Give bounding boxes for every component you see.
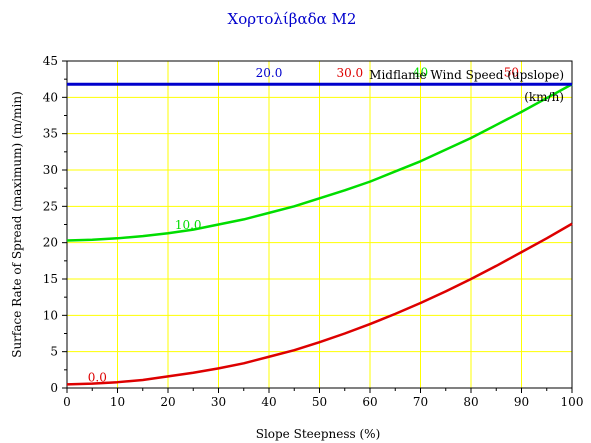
x-tick-label: 20 [160,395,175,409]
y-tick-label: 40 [43,90,58,104]
x-tick-label: 90 [514,395,529,409]
curve-labels: 0.0 10.0 20.0 30.0 40 50 [88,65,519,384]
x-tick-label: 100 [561,395,584,409]
curve-label-30-0: 30.0 [336,66,363,80]
y-tick-label: 20 [43,236,58,250]
grid-lines [67,61,572,388]
y-tick-label: 35 [43,127,58,141]
x-tick-label: 10 [110,395,125,409]
y-tick-label: 5 [50,345,58,359]
series-lines [66,82,573,386]
legend-title: Midflame Wind Speed (upslope) [369,68,564,82]
chart-title: Χορτολίβαδα Μ2 [228,10,357,28]
y-tick-label: 45 [43,54,58,68]
tick-labels: 0 10 20 30 40 50 60 70 80 90 100 0 5 10 15 20 25 30 35 40 45 [43,54,584,409]
x-axis-label: Slope Steepness (%) [256,427,381,441]
series-line-10-0 [66,83,573,242]
y-tick-label: 0 [50,381,58,395]
x-tick-label: 30 [211,395,226,409]
x-tick-label: 0 [63,395,71,409]
y-tick-label: 15 [43,272,58,286]
curve-label-40: 40 [413,65,428,79]
x-tick-label: 80 [463,395,478,409]
y-tick-label: 10 [43,308,58,322]
curve-label-50: 50 [504,65,519,79]
legend-units: (km/h) [524,90,564,104]
y-axis-label: Surface Rate of Spread (maximum) (m/min) [10,91,24,358]
curve-label-0-0: 0.0 [88,371,107,385]
curve-label-10-0: 10.0 [175,218,202,232]
y-tick-label: 25 [43,199,58,213]
x-tick-label: 60 [362,395,377,409]
series-line-0-0 [66,222,573,386]
x-tick-label: 70 [413,395,428,409]
curve-label-20-0: 20.0 [256,66,283,80]
x-tick-label: 50 [312,395,327,409]
axis-ticks [62,60,573,393]
y-tick-label: 30 [43,163,58,177]
x-tick-label: 40 [261,395,276,409]
